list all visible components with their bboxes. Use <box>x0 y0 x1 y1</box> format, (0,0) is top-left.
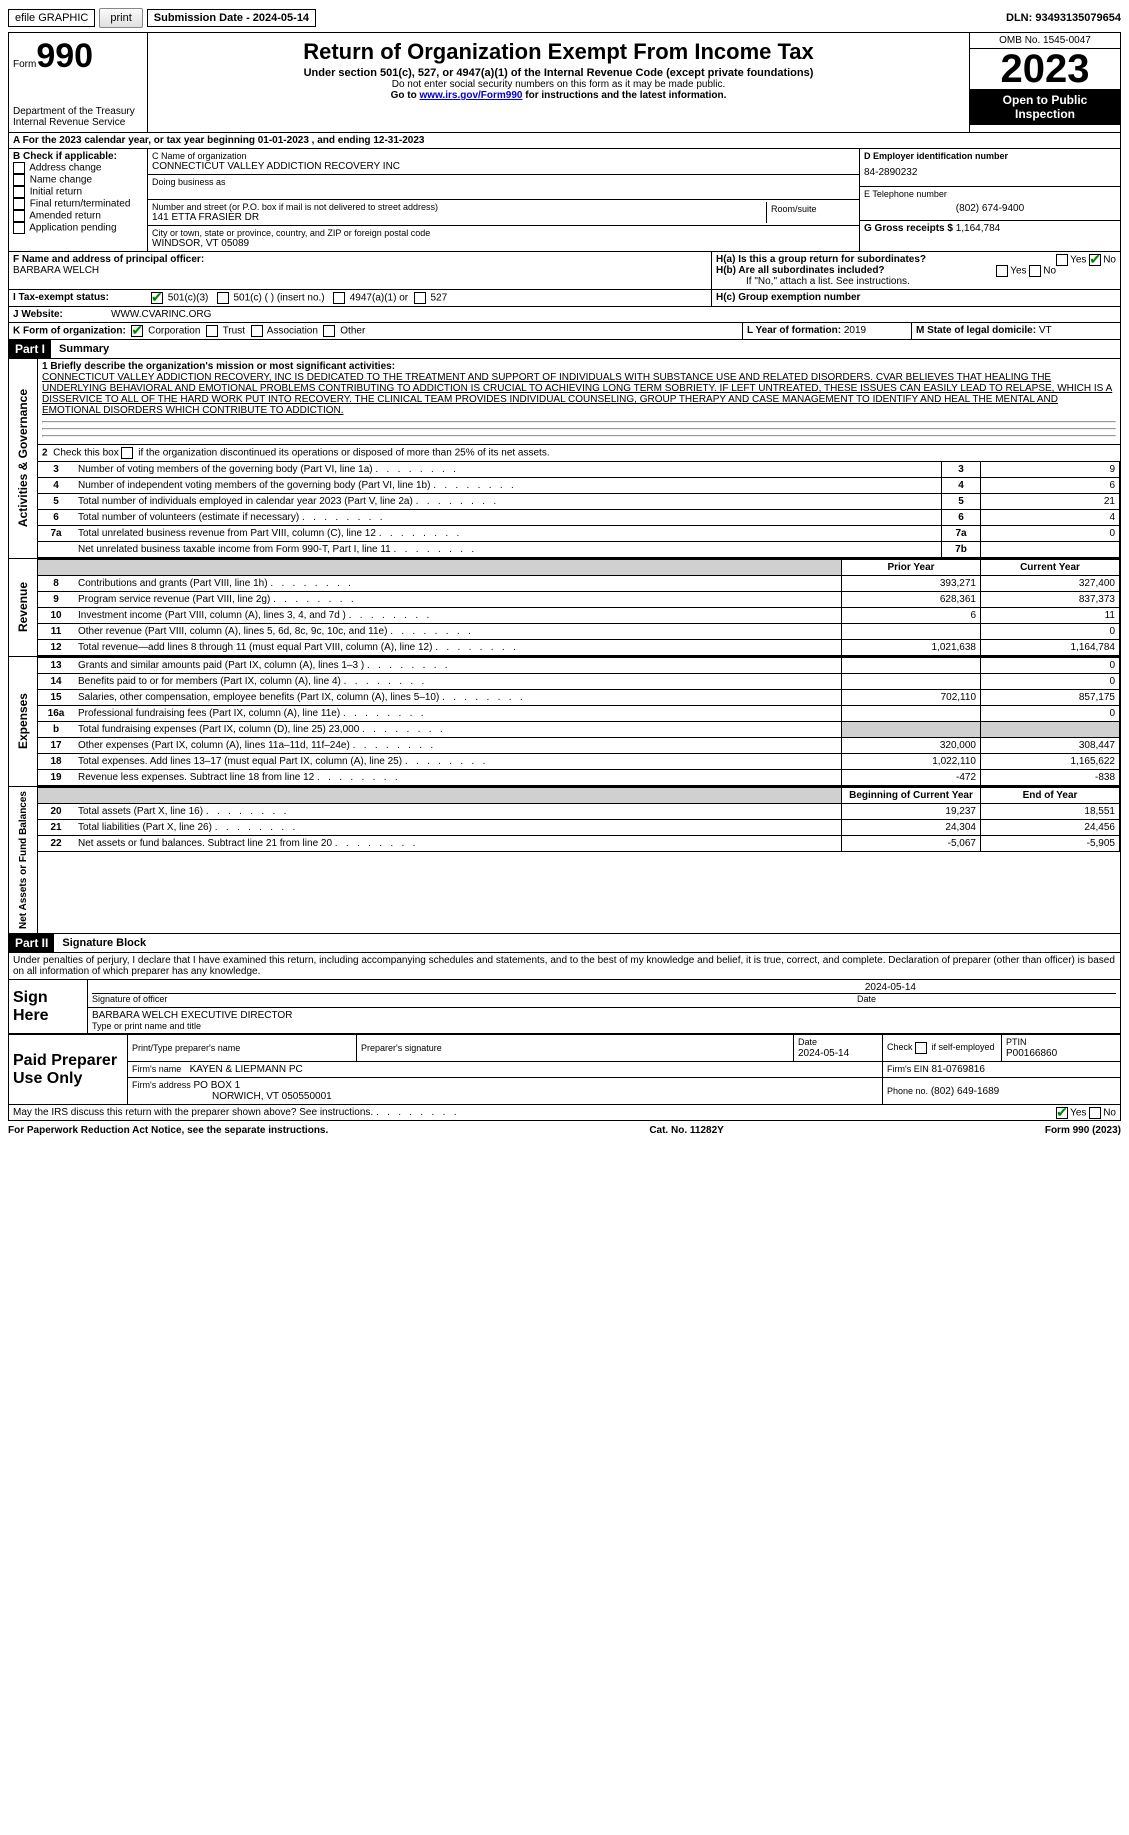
irs-link[interactable]: www.irs.gov/Form990 <box>419 90 522 101</box>
4947-checkbox[interactable] <box>333 292 345 304</box>
trust-checkbox[interactable] <box>206 325 218 337</box>
block-b-option: Address change <box>13 162 143 174</box>
phone: (802) 674-9400 <box>864 199 1116 218</box>
efile-box: efile GRAPHIC <box>8 9 95 27</box>
city: WINDSOR, VT 05089 <box>152 238 855 249</box>
room-label: Room/suite <box>771 204 817 214</box>
corp-checkbox[interactable] <box>131 325 143 337</box>
street-label: Number and street (or P.O. box if mail i… <box>152 202 766 212</box>
block-b-option: Application pending <box>13 222 143 234</box>
date-label: Date <box>857 994 1116 1004</box>
street: 141 ETTA FRASIER DR <box>152 212 766 223</box>
domicile-label: M State of legal domicile: <box>916 325 1036 336</box>
na-section-label: Net Assets or Fund Balances <box>16 787 31 933</box>
line-a: A For the 2023 calendar year, or tax yea… <box>9 133 1120 148</box>
block-b-label: B Check if applicable: <box>13 151 143 162</box>
mission-text: CONNECTICUT VALLEY ADDICTION RECOVERY, I… <box>42 372 1116 416</box>
discuss-line: May the IRS discuss this return with the… <box>8 1105 1121 1121</box>
form-org-label: K Form of organization: <box>13 326 126 337</box>
discontinued-checkbox[interactable] <box>121 447 133 459</box>
officer-name: BARBARA WELCH <box>13 265 707 276</box>
inspection-label: Open to Public Inspection <box>970 89 1120 125</box>
paid-label: Paid Preparer Use Only <box>9 1035 128 1105</box>
hc-label: H(c) Group exemption number <box>716 292 860 303</box>
print-button[interactable]: print <box>99 8 142 28</box>
sig-officer-label: Signature of officer <box>92 994 167 1004</box>
block-b-option: Name change <box>13 174 143 186</box>
tax-year: 2023 <box>970 49 1120 89</box>
sign-here-label: Sign Here <box>9 980 88 1034</box>
501c3-checkbox[interactable] <box>151 292 163 304</box>
name-label: C Name of organization <box>152 151 855 161</box>
officer-label: F Name and address of principal officer: <box>13 254 707 265</box>
ssn-warning: Do not enter social security numbers on … <box>152 79 965 90</box>
year-formation-label: L Year of formation: <box>747 325 841 336</box>
line2: 2 Check this box if the organization dis… <box>38 445 1120 461</box>
assoc-checkbox[interactable] <box>251 325 263 337</box>
type-name-label: Type or print name and title <box>92 1021 1116 1031</box>
mission-label: 1 Briefly describe the organization's mi… <box>42 361 1116 372</box>
website-label: J Website: <box>9 307 107 322</box>
page-footer: For Paperwork Reduction Act Notice, see … <box>8 1125 1121 1136</box>
block-b-option: Final return/terminated <box>13 198 143 210</box>
discuss-no-checkbox[interactable] <box>1089 1107 1101 1119</box>
part1-title: Summary <box>51 343 109 355</box>
form-header: Form990 Department of the Treasury Inter… <box>8 32 1121 133</box>
ein-label: D Employer identification number <box>864 151 1116 161</box>
dln: DLN: 93493135079654 <box>1006 12 1121 24</box>
part1-label: Part I <box>9 340 51 358</box>
527-checkbox[interactable] <box>414 292 426 304</box>
footer-mid: Cat. No. 11282Y <box>649 1125 723 1136</box>
hb-yes-checkbox[interactable] <box>996 265 1008 277</box>
part2-label: Part II <box>9 934 54 952</box>
topbar: efile GRAPHIC print Submission Date - 20… <box>8 8 1121 28</box>
other-checkbox[interactable] <box>323 325 335 337</box>
rev-section-label: Revenue <box>14 578 32 636</box>
exp-section-label: Expenses <box>14 689 32 753</box>
officer-name-title: BARBARA WELCH EXECUTIVE DIRECTOR <box>92 1010 1116 1021</box>
form-title: Return of Organization Exempt From Incom… <box>152 39 965 65</box>
city-label: City or town, state or province, country… <box>152 228 855 238</box>
ha-no-checkbox[interactable] <box>1089 254 1101 266</box>
hb-label: H(b) Are all subordinates included? <box>716 265 885 276</box>
gross-label: G Gross receipts $ <box>864 223 953 234</box>
form-number: 990 <box>36 37 93 75</box>
sign-here-block: Sign Here 2024-05-14 Signature of office… <box>8 980 1121 1034</box>
ha-label: H(a) Is this a group return for subordin… <box>716 254 926 265</box>
form-label: Form <box>13 59 36 70</box>
ein: 84-2890232 <box>864 161 1116 184</box>
year-formation: 2019 <box>844 325 866 336</box>
org-name: CONNECTICUT VALLEY ADDICTION RECOVERY IN… <box>152 161 855 172</box>
ha-yes-checkbox[interactable] <box>1056 254 1068 266</box>
domicile: VT <box>1039 325 1052 336</box>
dept-label: Department of the Treasury Internal Reve… <box>13 106 143 128</box>
footer-left: For Paperwork Reduction Act Notice, see … <box>8 1125 328 1136</box>
block-b-option: Initial return <box>13 186 143 198</box>
hb-note: If "No," attach a list. See instructions… <box>716 276 1116 287</box>
paid-preparer-block: Paid Preparer Use Only Print/Type prepar… <box>8 1034 1121 1105</box>
block-b-option: Amended return <box>13 210 143 222</box>
hb-no-checkbox[interactable] <box>1029 265 1041 277</box>
gov-section-label: Activities & Governance <box>14 385 32 531</box>
perjury-text: Under penalties of perjury, I declare th… <box>8 953 1121 980</box>
discuss-yes-checkbox[interactable] <box>1056 1107 1068 1119</box>
dba-label: Doing business as <box>152 177 855 187</box>
submission-date: Submission Date - 2024-05-14 <box>147 9 316 27</box>
part2-title: Signature Block <box>54 937 146 949</box>
form-subtitle: Under section 501(c), 527, or 4947(a)(1)… <box>152 67 965 79</box>
sig-date: 2024-05-14 <box>92 982 1116 994</box>
footer-right: Form 990 (2023) <box>1045 1125 1121 1136</box>
501c-checkbox[interactable] <box>217 292 229 304</box>
tax-status-label: I Tax-exempt status: <box>13 292 109 303</box>
self-employed-checkbox[interactable] <box>915 1042 927 1054</box>
phone-label: E Telephone number <box>864 189 1116 199</box>
website: WWW.CVARINC.ORG <box>107 307 1120 322</box>
gross-receipts: 1,164,784 <box>956 223 1001 234</box>
